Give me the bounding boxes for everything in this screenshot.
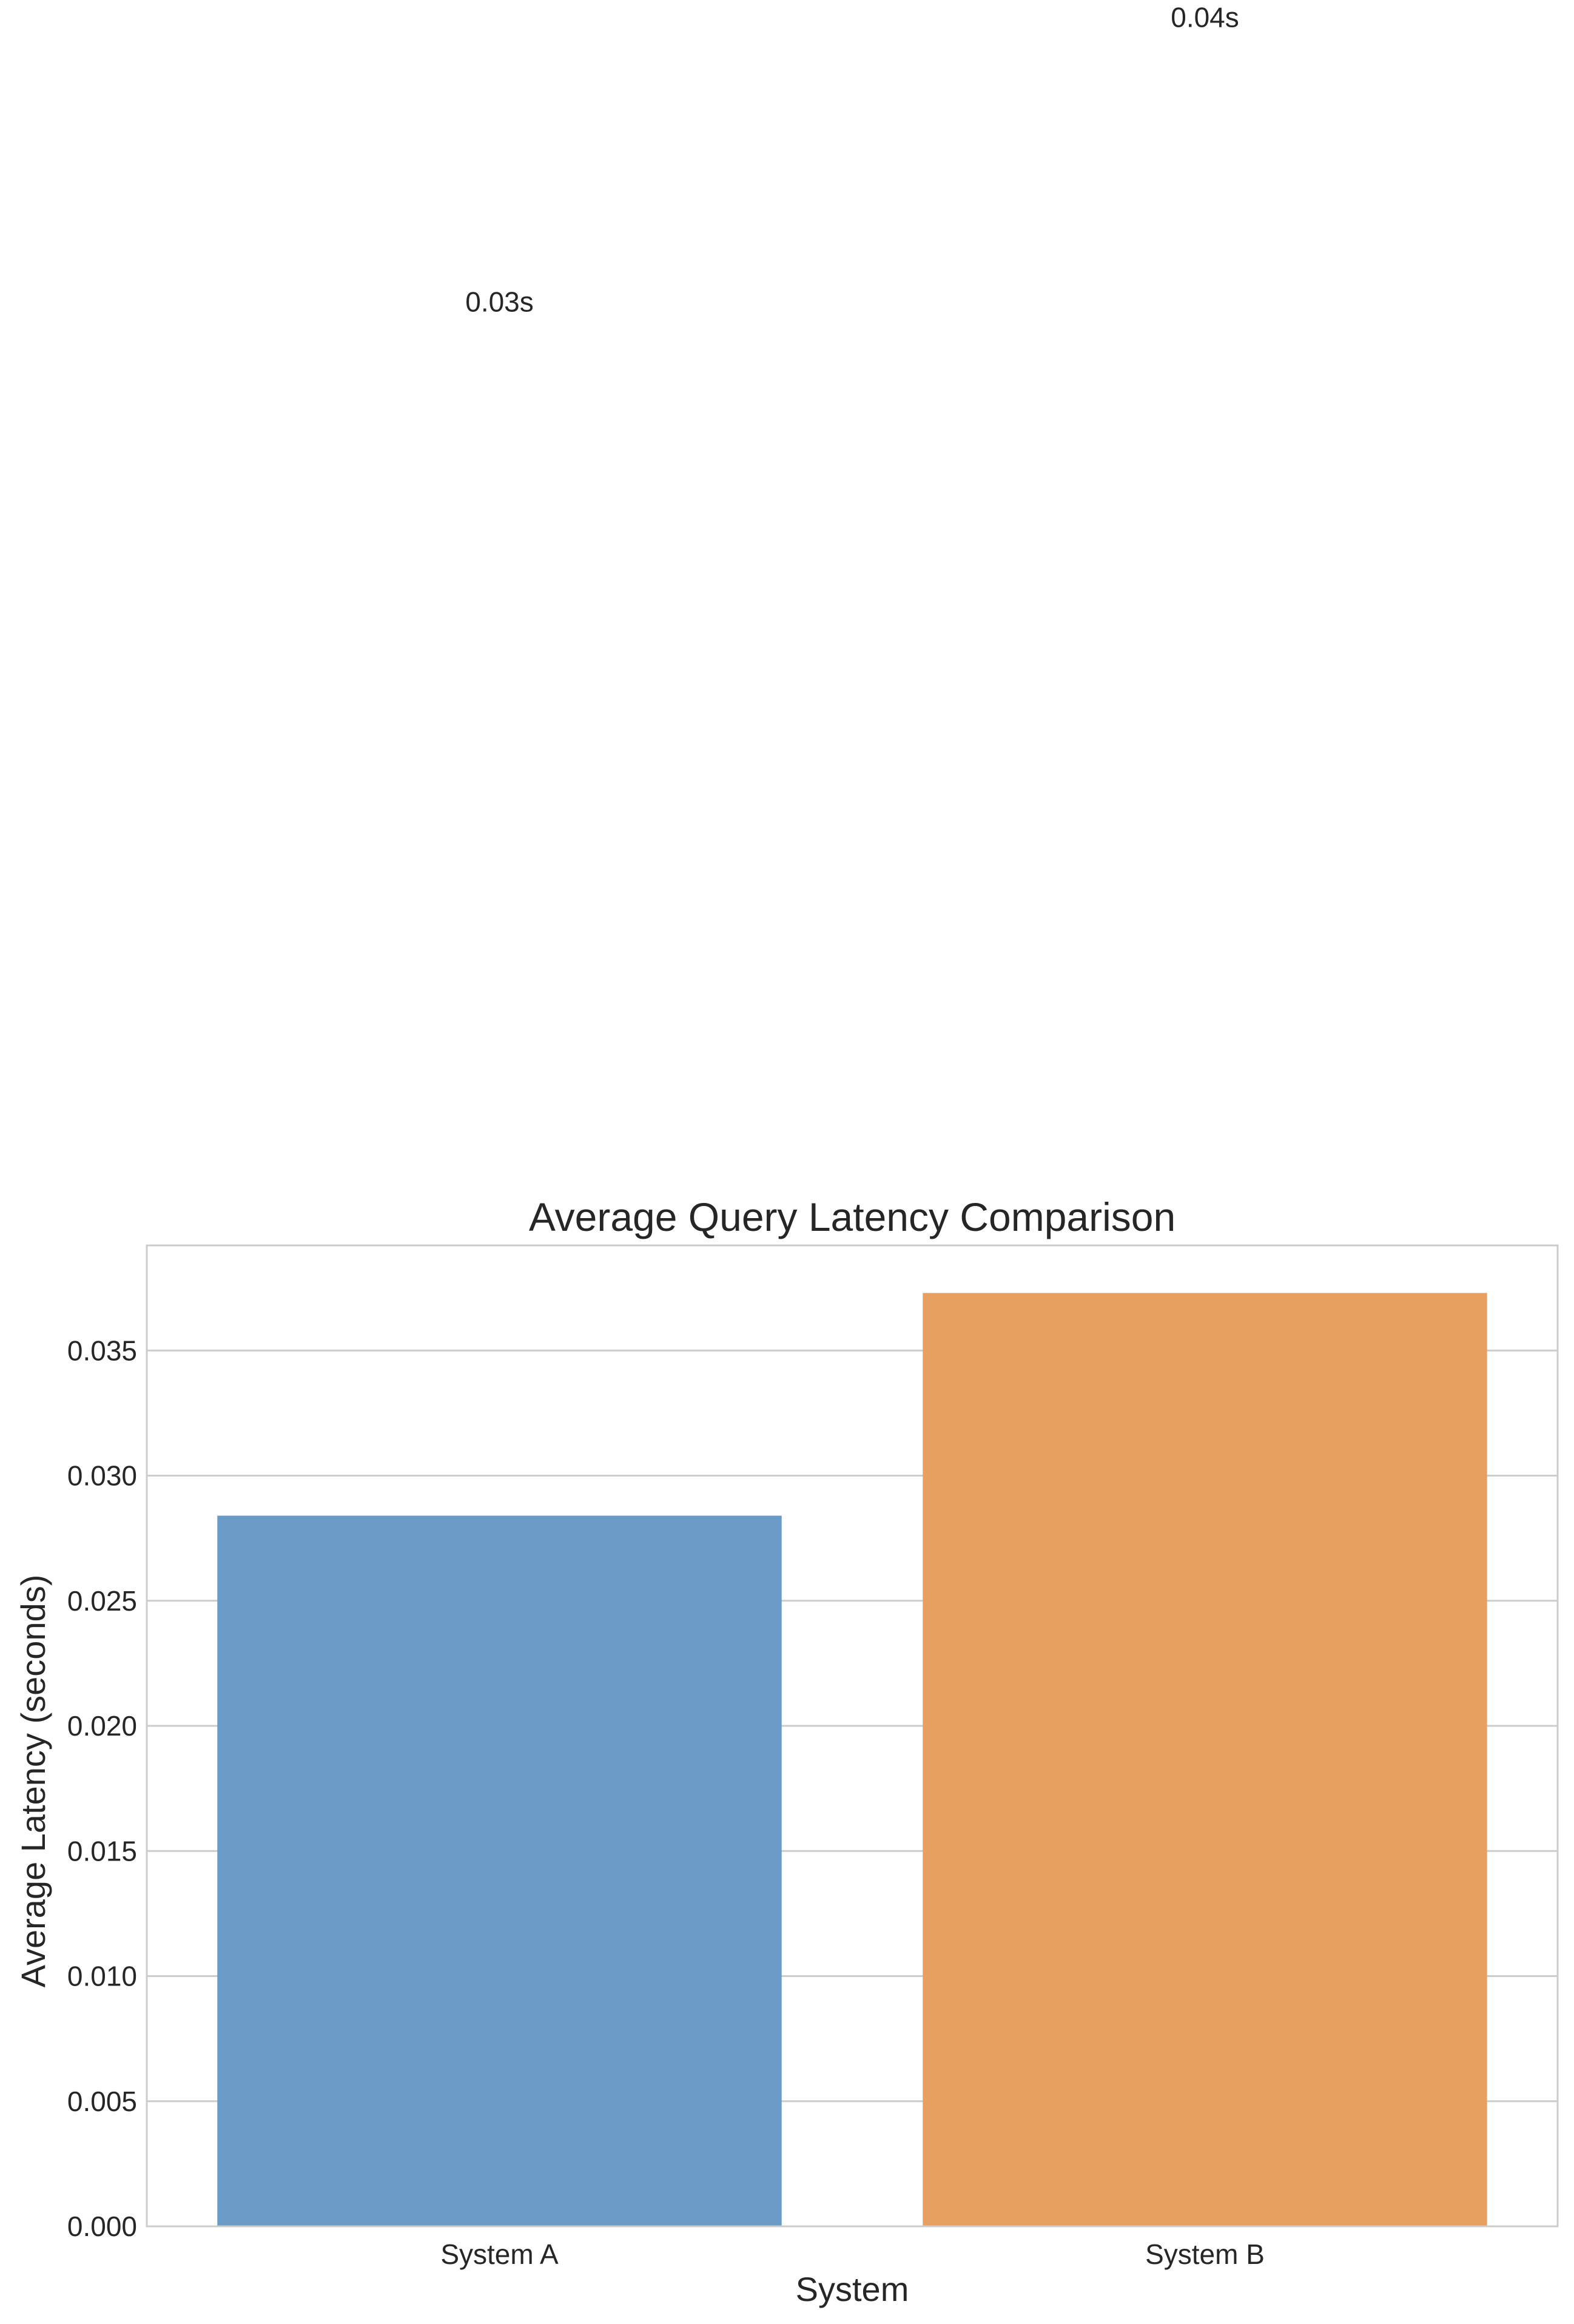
x-tick-label: System B xyxy=(1145,2238,1265,2270)
y-tick-label: 0.025 xyxy=(67,1585,137,1617)
y-tick-labels: 0.000 0.005 0.010 0.015 0.020 0.025 0.030 0.035 xyxy=(67,1335,137,2242)
y-axis-label: Average Latency (seconds) xyxy=(14,1575,52,1988)
y-tick-label: 0.035 xyxy=(67,1335,137,1366)
bar-value-labels: 0.03s 0.04s xyxy=(465,1,1239,317)
y-tick-label: 0.020 xyxy=(67,1710,137,1742)
y-tick-label: 0.005 xyxy=(67,2086,137,2117)
x-axis-label: System xyxy=(796,2270,909,2308)
plot-frame xyxy=(146,1244,1559,2228)
x-tick-labels: System A System B xyxy=(440,2238,1265,2270)
chart-title: Average Query Latency Comparison xyxy=(529,1194,1175,1239)
y-tick-label: 0.030 xyxy=(67,1460,137,1492)
bars xyxy=(217,1293,1487,2226)
bar-system-a xyxy=(217,1515,782,2226)
bar-value-label: 0.03s xyxy=(465,286,534,317)
y-tick-label: 0.015 xyxy=(67,1835,137,1867)
y-tick-label: 0.010 xyxy=(67,1961,137,1992)
x-tick-label: System A xyxy=(440,2238,559,2270)
y-tick-label: 0.000 xyxy=(67,2211,137,2242)
bar-system-b xyxy=(923,1293,1487,2226)
bar-value-label: 0.04s xyxy=(1171,1,1239,33)
